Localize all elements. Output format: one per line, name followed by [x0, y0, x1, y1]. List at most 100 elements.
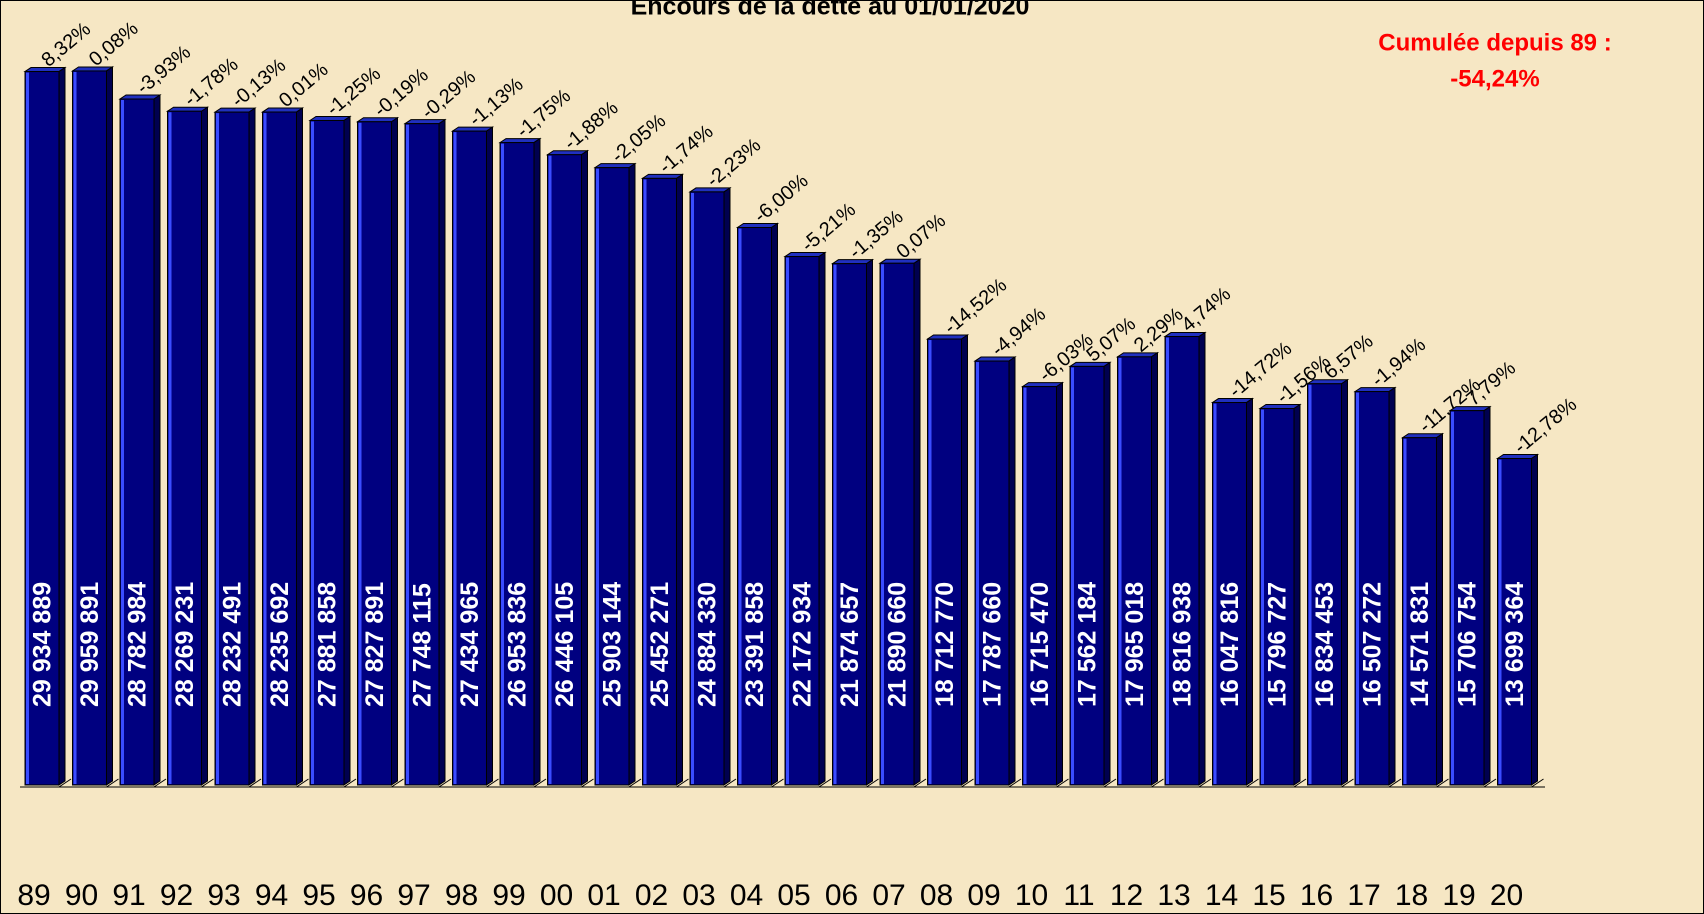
bar-side: [106, 66, 113, 786]
bar-highlight: [643, 179, 647, 784]
floor-tick: [1388, 778, 1402, 788]
x-tick-label: 16: [1300, 879, 1333, 912]
bar-side: [1151, 351, 1158, 786]
value-label: 28 235 692: [266, 582, 294, 707]
bar: [499, 142, 535, 786]
bar-highlight: [1118, 357, 1122, 784]
bar-highlight: [121, 100, 124, 784]
x-tick-label: 07: [872, 879, 905, 912]
x-tick-label: 14: [1205, 879, 1238, 912]
x-tick-label: 99: [492, 879, 525, 912]
floor-tick: [1531, 778, 1544, 788]
bar-highlight: [311, 121, 314, 785]
value-label: 27 748 115: [409, 583, 437, 707]
bar: [1022, 386, 1057, 786]
floor-tick: [1436, 778, 1449, 788]
x-tick-label: 96: [350, 879, 383, 912]
bar-highlight: [1356, 392, 1359, 784]
bar-side: [913, 258, 921, 786]
floor-tick: [1483, 778, 1497, 788]
value-label: 17 787 660: [979, 582, 1007, 707]
x-tick-label: 01: [587, 879, 620, 912]
value-label: 25 452 271: [646, 582, 674, 707]
bar-side: [771, 222, 778, 786]
bar-side: [58, 66, 66, 786]
bar-highlight: [928, 340, 932, 784]
bar: [1449, 410, 1485, 786]
value-label: 21 890 660: [884, 582, 912, 707]
x-tick-label: 95: [302, 879, 335, 912]
bar-side: [723, 186, 731, 786]
chart-title: Encours de la dette au 01/01/2020: [631, 0, 1030, 21]
value-label: 16 834 453: [1311, 582, 1339, 707]
floor-tick: [58, 778, 72, 788]
floor-tick: [248, 778, 262, 788]
floor-tick: [913, 778, 927, 788]
bar-highlight: [1451, 411, 1454, 784]
bar: [452, 130, 487, 786]
bar-highlight: [833, 264, 837, 784]
bar: [1402, 437, 1437, 786]
x-tick-label: 15: [1252, 879, 1285, 912]
bar-side: [1531, 453, 1538, 786]
value-label: 27 827 891: [361, 582, 389, 707]
value-label: 17 562 184: [1074, 582, 1102, 707]
value-label: 16 715 470: [1026, 582, 1054, 707]
bar: [357, 121, 392, 786]
bar-side: [1293, 403, 1301, 786]
floor-tick: [676, 778, 689, 788]
bar-side: [391, 116, 398, 786]
floor-tick: [961, 778, 974, 788]
floor-tick: [1341, 778, 1354, 788]
bar: [404, 123, 440, 786]
value-label: 27 434 965: [456, 582, 484, 707]
x-tick-label: 20: [1490, 879, 1523, 912]
value-label: 18 712 770: [931, 582, 959, 707]
bar: [879, 262, 915, 786]
bar: [24, 71, 60, 786]
x-tick-label: 18: [1395, 879, 1428, 912]
value-label: 26 446 105: [551, 582, 579, 707]
bar-highlight: [1213, 403, 1217, 784]
bar-side: [818, 251, 826, 786]
x-tick-label: 91: [112, 879, 145, 912]
bar: [594, 167, 630, 786]
value-label: 13 699 364: [1501, 582, 1529, 707]
x-tick-label: 00: [540, 879, 573, 912]
x-tick-label: 94: [255, 879, 288, 912]
value-label: 15 796 727: [1264, 582, 1292, 707]
value-label: 28 782 984: [124, 582, 152, 707]
value-label: 15 706 754: [1454, 582, 1482, 707]
bar: [1497, 457, 1532, 786]
bar: [1259, 408, 1295, 786]
value-label: 29 934 889: [29, 582, 57, 707]
bar-side: [1483, 405, 1491, 786]
floor-tick: [1103, 778, 1117, 788]
bar-highlight: [73, 71, 77, 784]
bar-side: [153, 94, 161, 786]
value-label: 28 269 231: [171, 582, 199, 707]
bar: [1307, 383, 1342, 786]
bar: [642, 177, 677, 786]
value-label: 29 959 891: [76, 582, 104, 707]
bar-highlight: [738, 228, 742, 785]
bar-side: [1198, 331, 1206, 786]
floor-tick: [1008, 778, 1022, 788]
bar: [1212, 402, 1247, 786]
bar-highlight: [976, 362, 979, 784]
bar: [1069, 365, 1105, 786]
bar-highlight: [406, 124, 409, 785]
bar-side: [1436, 432, 1443, 786]
bar-highlight: [26, 72, 29, 784]
value-label: 24 884 330: [694, 582, 722, 707]
x-tick-label: 10: [1015, 879, 1048, 912]
bar: [72, 70, 107, 786]
value-label: 16 507 272: [1359, 582, 1387, 707]
bar-side: [438, 118, 446, 786]
bar-side: [1341, 378, 1348, 786]
bar-highlight: [596, 168, 599, 785]
floor-tick: [153, 778, 167, 788]
annotation: -54,24%: [1450, 65, 1539, 92]
floor-tick: [201, 778, 214, 788]
bar-highlight: [216, 113, 219, 785]
